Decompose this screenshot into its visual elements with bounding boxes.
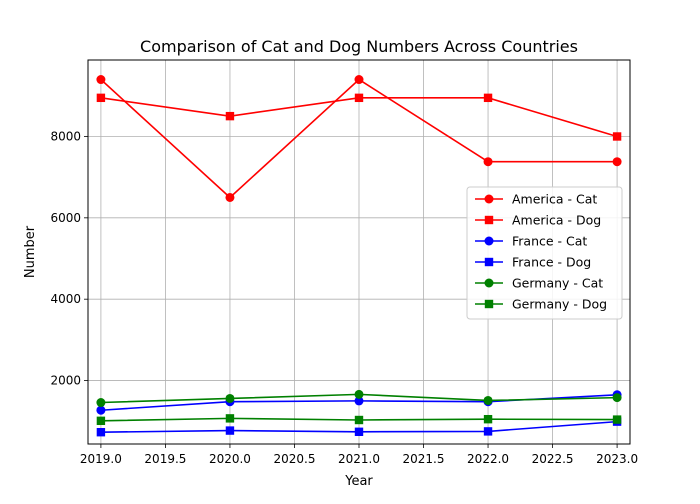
data-point-germany-cat xyxy=(483,395,493,405)
x-axis-label: Year xyxy=(344,474,373,489)
legend-marker xyxy=(484,215,494,225)
data-point-germany-cat xyxy=(612,393,622,403)
chart-title: Comparison of Cat and Dog Numbers Across… xyxy=(140,37,578,56)
data-point-germany-dog xyxy=(483,414,493,424)
legend-label: France - Cat xyxy=(512,234,587,249)
legend-item-germany-cat: Germany - Cat xyxy=(475,276,603,291)
data-point-germany-dog xyxy=(96,416,106,426)
x-tick-label: 2019.0 xyxy=(80,452,122,466)
legend-marker xyxy=(484,194,494,204)
data-point-france-dog xyxy=(96,428,106,437)
data-point-germany-cat xyxy=(225,393,235,403)
data-point-america-cat xyxy=(483,157,493,167)
data-point-germany-dog xyxy=(225,414,235,423)
legend-box xyxy=(466,186,623,320)
series-germany-dog xyxy=(96,414,622,426)
data-point-germany-cat xyxy=(96,398,106,408)
data-point-france-cat xyxy=(354,396,364,406)
x-tick-label: 2019.5 xyxy=(144,452,186,466)
legend-marker xyxy=(484,236,494,246)
legend-label: France - Dog xyxy=(512,255,591,270)
data-point-france-dog xyxy=(225,426,235,435)
series-layer xyxy=(96,75,622,437)
series-germany-cat xyxy=(96,389,622,408)
legend-item-france-dog: France - Dog xyxy=(475,255,591,270)
legend-marker xyxy=(484,299,494,309)
data-point-america-cat xyxy=(612,157,622,167)
x-tick-label: 2023.0 xyxy=(596,452,638,466)
y-tick-label: 4000 xyxy=(50,292,81,306)
legend-label: Germany - Cat xyxy=(512,276,603,291)
legend-marker xyxy=(484,257,494,267)
y-axis: 2000 4000 6000 8000 xyxy=(50,129,88,388)
x-tick-label: 2022.0 xyxy=(467,452,509,466)
legend-marker xyxy=(484,278,494,288)
data-point-america-dog xyxy=(483,93,493,103)
legend-item-germany-dog: Germany - Dog xyxy=(475,297,607,312)
data-point-germany-dog xyxy=(612,415,622,424)
data-point-france-dog xyxy=(354,427,364,436)
legend-label: America - Cat xyxy=(512,192,597,207)
data-point-america-dog xyxy=(354,93,364,103)
data-point-america-dog xyxy=(96,93,106,103)
y-axis-label: Number xyxy=(23,225,38,278)
data-point-france-dog xyxy=(483,427,493,436)
data-point-america-dog xyxy=(612,132,622,141)
data-point-america-cat xyxy=(225,192,235,202)
x-tick-label: 2021.0 xyxy=(338,452,380,466)
series-america-cat xyxy=(96,75,622,202)
x-tick-label: 2021.5 xyxy=(403,452,445,466)
data-point-america-cat xyxy=(354,75,364,85)
legend: America - Cat America - Dog France - Cat Fr… xyxy=(466,186,623,320)
x-tick-label: 2020.5 xyxy=(273,452,315,466)
legend-item-america-cat: America - Cat xyxy=(475,192,597,207)
data-point-germany-cat xyxy=(354,389,364,399)
data-point-germany-dog xyxy=(354,415,364,425)
legend-item-france-cat: France - Cat xyxy=(475,234,587,249)
data-point-france-cat xyxy=(96,405,106,415)
y-tick-label: 2000 xyxy=(50,374,81,388)
x-axis: 2019.0 2019.5 2020.0 2020.5 2021.0 2021.5 2022… xyxy=(80,444,638,466)
data-point-america-dog xyxy=(225,111,235,121)
y-tick-label: 6000 xyxy=(50,211,81,225)
legend-label: America - Dog xyxy=(512,213,601,228)
legend-label: Germany - Dog xyxy=(512,297,607,312)
x-tick-label: 2022.5 xyxy=(532,452,574,466)
y-tick-label: 8000 xyxy=(50,129,81,143)
series-america-dog xyxy=(96,93,622,141)
data-point-america-cat xyxy=(96,75,106,85)
x-tick-label: 2020.0 xyxy=(209,452,251,466)
legend-item-america-dog: America - Dog xyxy=(475,213,601,228)
